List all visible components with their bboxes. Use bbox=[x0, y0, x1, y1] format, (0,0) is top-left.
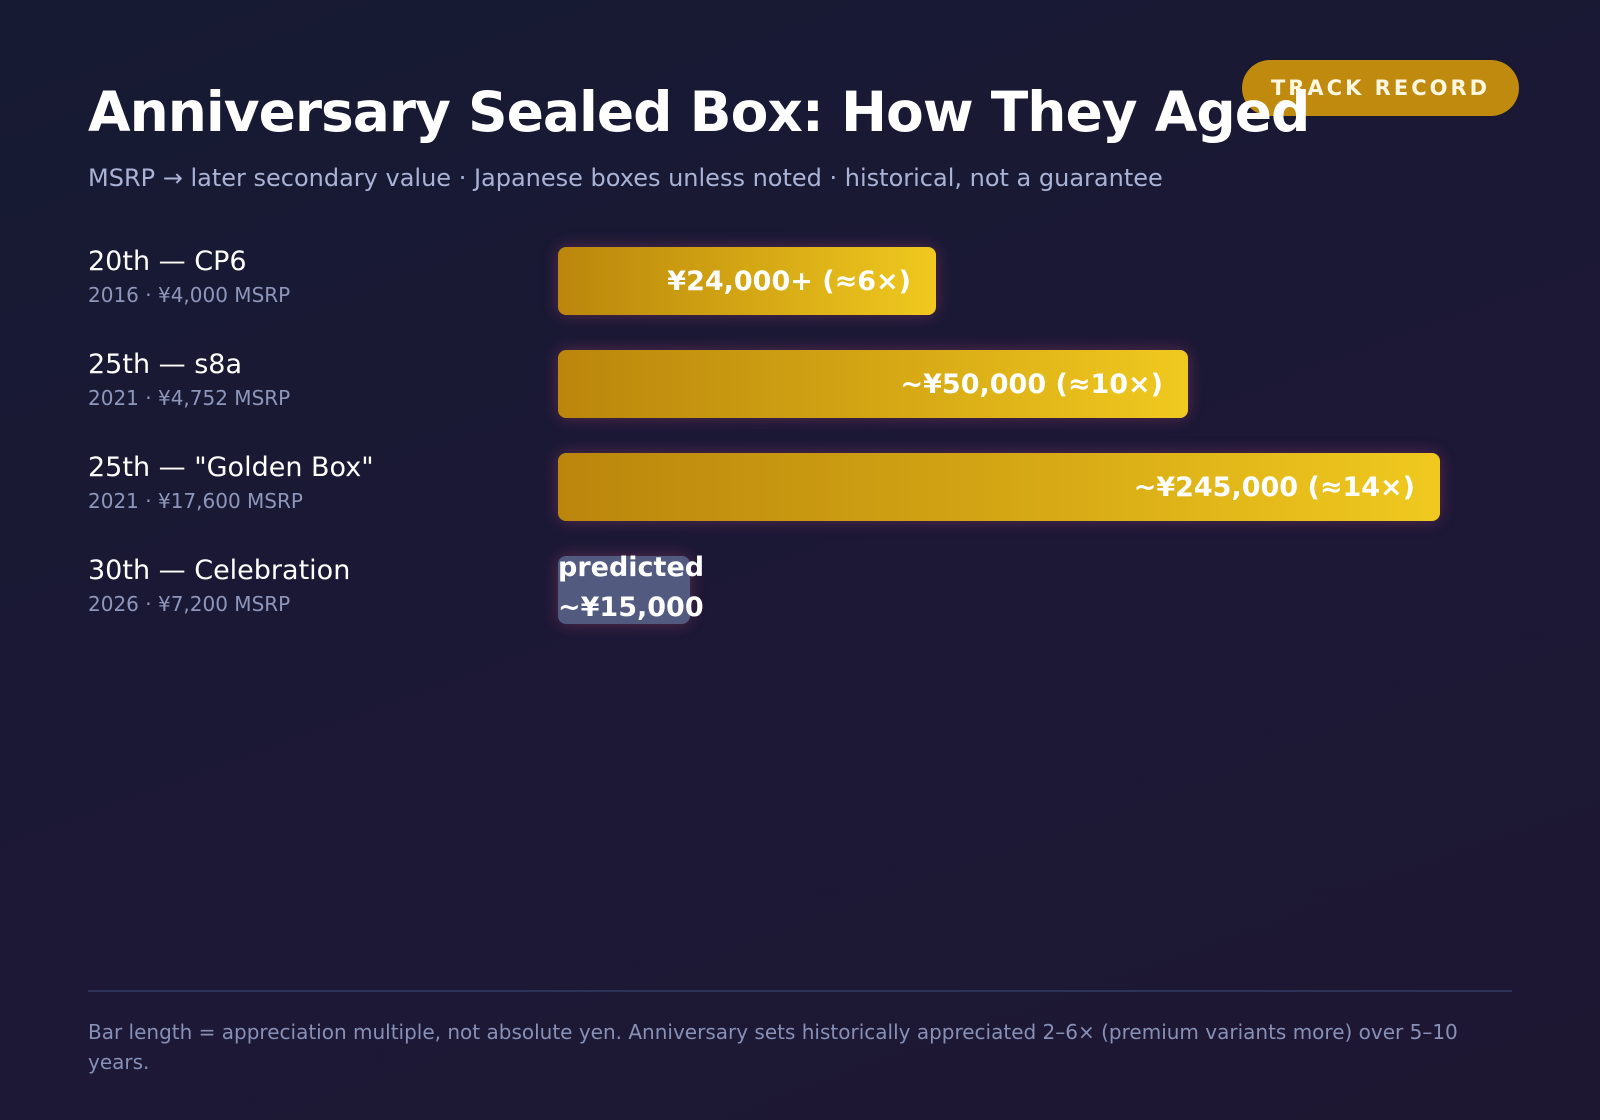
category-meta: 2021 · ¥17,600 MSRP bbox=[88, 489, 303, 513]
category-name: 25th — "Golden Box" bbox=[88, 452, 374, 483]
value-bar: ¥24,000+ (≈6×) bbox=[558, 247, 936, 315]
category-name: 30th — Celebration bbox=[88, 555, 351, 586]
category-label: 25th — "Golden Box" 2021 · ¥17,600 MSRP bbox=[88, 451, 528, 515]
category-label: 25th — s8a 2021 · ¥4,752 MSRP bbox=[88, 348, 528, 412]
chart-title: Anniversary Sealed Box: How They Aged bbox=[88, 80, 1310, 144]
category-label: 30th — Celebration 2026 · ¥7,200 MSRP bbox=[88, 554, 528, 618]
value-bar: ~¥50,000 (≈10×) bbox=[558, 350, 1188, 418]
chart-subtitle: MSRP → later secondary value · Japanese … bbox=[88, 164, 1163, 192]
category-name: 20th — CP6 bbox=[88, 246, 247, 277]
bar-value-label: predicted ~¥15,000 bbox=[558, 552, 705, 623]
category-name: 25th — s8a bbox=[88, 349, 243, 380]
bar-value-label: ~¥245,000 (≈14×) bbox=[1133, 471, 1415, 503]
category-label: 20th — CP6 2016 · ¥4,000 MSRP bbox=[88, 245, 528, 309]
track-record-badge: TRACK RECORD bbox=[1242, 60, 1519, 116]
predicted-bar: predicted ~¥15,000 bbox=[558, 552, 704, 624]
value-bar: ~¥245,000 (≈14×) bbox=[558, 453, 1440, 521]
footnote: Bar length = appreciation multiple, not … bbox=[88, 1020, 1458, 1074]
bar-value-label: ~¥50,000 (≈10×) bbox=[900, 368, 1164, 400]
category-meta: 2021 · ¥4,752 MSRP bbox=[88, 386, 291, 410]
category-meta: 2016 · ¥4,000 MSRP bbox=[88, 283, 291, 307]
footer-divider bbox=[88, 990, 1512, 992]
category-meta: 2026 · ¥7,200 MSRP bbox=[88, 592, 291, 616]
bar-value-label: ¥24,000+ (≈6×) bbox=[667, 265, 911, 297]
